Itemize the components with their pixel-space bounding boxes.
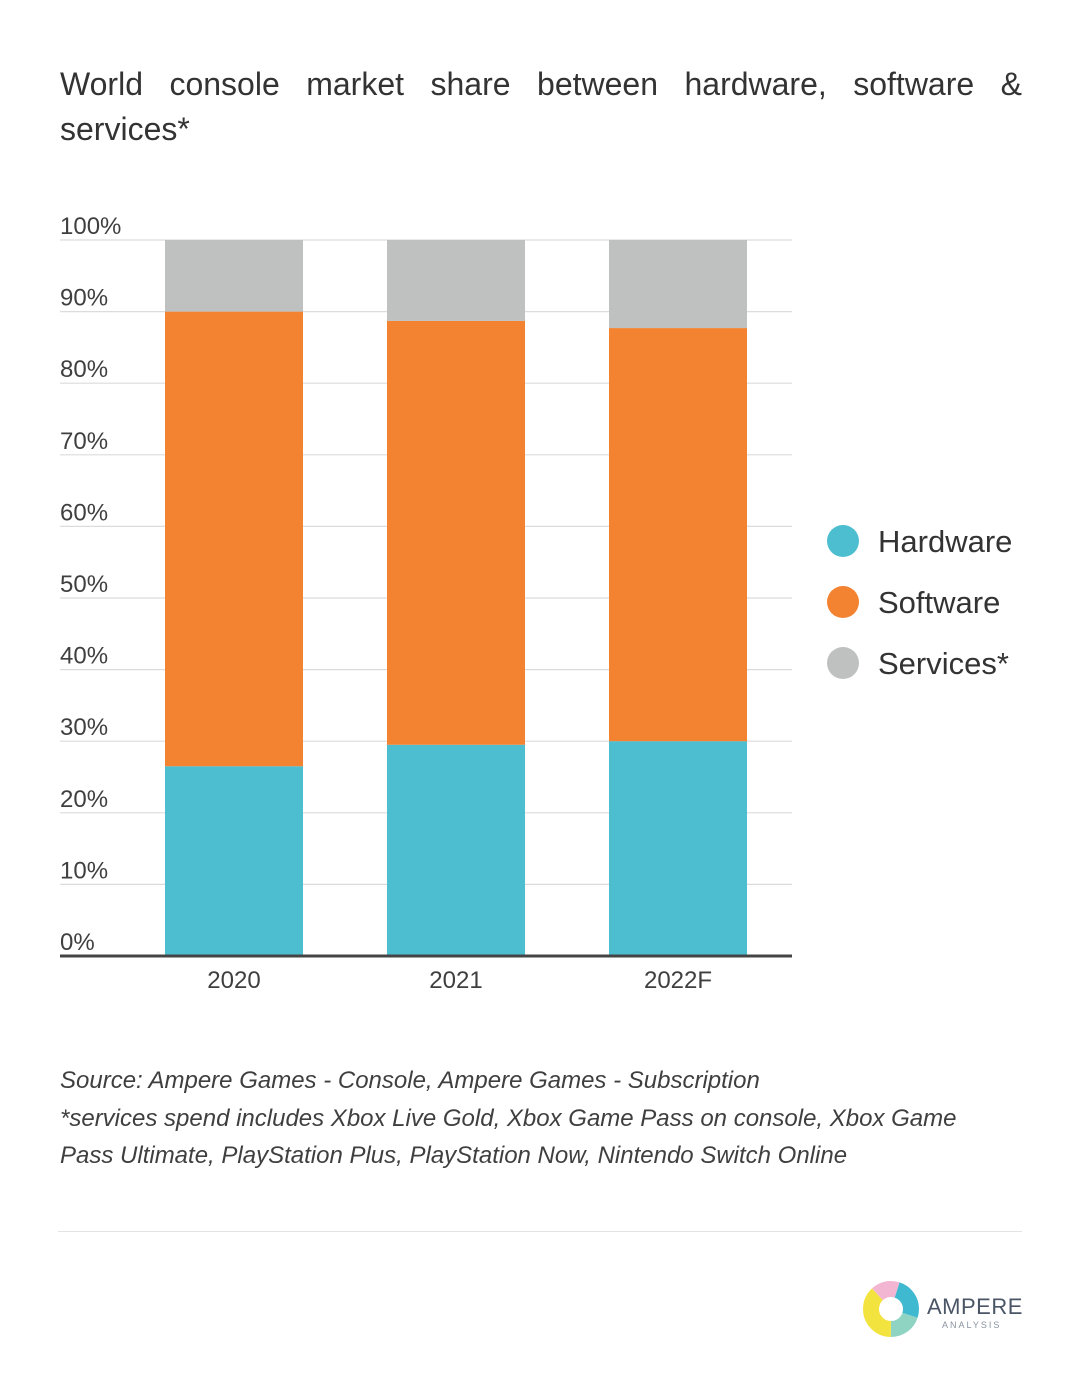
legend-software-label: Software <box>878 585 1000 620</box>
y-tick-label: 10% <box>60 857 108 884</box>
source-note: Source: Ampere Games - Console, Ampere G… <box>60 1067 760 1094</box>
bar-services-2020 <box>165 240 303 312</box>
logo-subtitle: ANALYSIS <box>942 1320 1002 1330</box>
legend-services-label: Services* <box>878 646 1009 681</box>
y-tick-label: 20% <box>60 786 108 813</box>
bar-services-2022f <box>609 240 747 329</box>
bar-services-2021 <box>387 240 525 321</box>
footer-divider <box>58 1231 1022 1232</box>
legend-services-marker <box>827 647 859 679</box>
y-tick-label: 80% <box>60 356 108 383</box>
bar-software-2021 <box>387 320 525 745</box>
chart-title: World console market share between hardw… <box>60 66 1022 147</box>
y-tick-label: 90% <box>60 285 108 312</box>
ampere-logo: AMPERE ANALYSIS <box>862 1280 1032 1340</box>
chart-notes: Source: Ampere Games - Console, Ampere G… <box>60 1062 1020 1175</box>
x-tick-label: 2022F <box>644 967 712 994</box>
y-tick-label: 60% <box>60 499 108 526</box>
y-tick-label: 100% <box>60 213 121 240</box>
legend-software-marker <box>827 586 859 618</box>
y-tick-label: 40% <box>60 643 108 670</box>
ampere-logo-mark <box>863 1281 919 1337</box>
stacked-bar-chart: 0% 10% 20% 30% 40% 50% 60% 70% 80% 90% 100% 2020 202… <box>60 213 1012 994</box>
y-tick-label: 50% <box>60 571 108 598</box>
x-tick-label: 2021 <box>429 967 482 994</box>
y-tick-label: 30% <box>60 714 108 741</box>
bar-software-2020 <box>165 311 303 767</box>
services-note-line-2: Pass Ultimate, PlayStation Plus, PlaySta… <box>60 1142 848 1169</box>
bar-hardware-2020 <box>165 766 303 956</box>
y-tick-label: 70% <box>60 428 108 455</box>
y-tick-label: 0% <box>60 929 95 956</box>
bar-hardware-2022f <box>609 741 747 956</box>
services-note-line-1: *services spend includes Xbox Live Gold,… <box>60 1104 957 1132</box>
legend-hardware-marker <box>827 525 859 557</box>
bar-hardware-2021 <box>387 744 525 956</box>
logo-name: AMPERE <box>927 1294 1023 1319</box>
x-tick-label: 2020 <box>207 967 260 994</box>
legend-hardware-label: Hardware <box>878 524 1012 559</box>
bar-software-2022f <box>609 328 747 742</box>
